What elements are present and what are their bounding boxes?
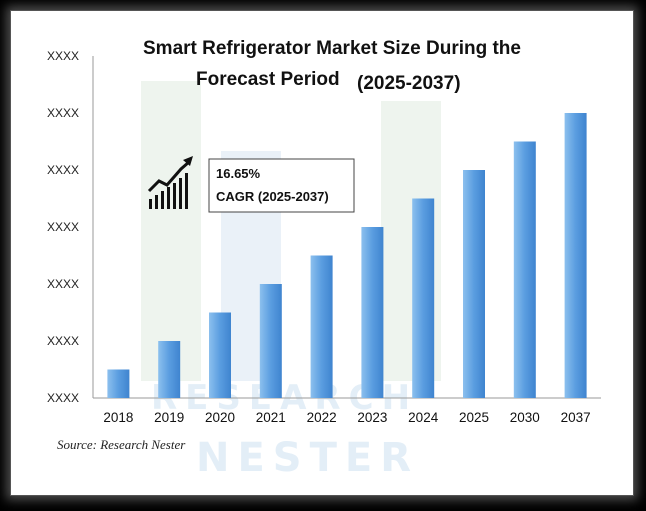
- x-tick-label: 2021: [256, 410, 286, 425]
- growth-chart-icon: [147, 156, 193, 209]
- watermark-shape: [141, 81, 201, 381]
- y-tick-label: XXXX: [47, 163, 79, 177]
- x-tick-label: 2020: [205, 410, 235, 425]
- chart-frame: RESEARCH NESTER Smart Refrigerator Marke…: [10, 10, 634, 496]
- y-tick-label: XXXX: [47, 49, 79, 63]
- x-tick-label: 2024: [408, 410, 439, 425]
- bar-2025: [463, 170, 485, 398]
- y-tick-labels: XXXX XXXX XXXX XXXX XXXX XXXX XXXX: [47, 49, 79, 405]
- bar-2023: [361, 227, 384, 398]
- bar-2019: [158, 341, 181, 398]
- bar-2022: [310, 255, 333, 398]
- x-tick-label: 2022: [307, 410, 337, 425]
- chart-title-period: (2025-2037): [357, 73, 461, 94]
- chart-title-line2: Forecast Period: [196, 69, 340, 90]
- x-tick-label: 2023: [357, 410, 387, 425]
- bar-2020: [209, 312, 231, 398]
- y-tick-label: XXXX: [47, 391, 79, 405]
- x-tick-label: 2018: [103, 410, 133, 425]
- chart-title-line1: Smart Refrigerator Market Size During th…: [143, 38, 521, 59]
- bar-chart: RESEARCH NESTER Smart Refrigerator Marke…: [47, 38, 601, 481]
- x-tick-labels: 2018 2019 2020 2021 2022 2023 2024 2025 2030 2037: [103, 410, 590, 425]
- cagr-label: CAGR (2025-2037): [216, 189, 329, 204]
- bars: [107, 113, 587, 398]
- bar-2030: [513, 141, 536, 398]
- y-tick-label: XXXX: [47, 220, 79, 234]
- bar-2024: [412, 198, 435, 398]
- bar-2018: [107, 369, 130, 398]
- watermark: RESEARCH NESTER: [141, 81, 441, 481]
- y-tick-label: XXXX: [47, 277, 79, 291]
- x-tick-label: 2019: [154, 410, 184, 425]
- cagr-box: [208, 158, 355, 213]
- cagr-value: 16.65%: [216, 166, 261, 181]
- x-tick-label: 2030: [510, 410, 540, 425]
- x-tick-label: 2037: [561, 410, 591, 425]
- x-tick-label: 2025: [459, 410, 489, 425]
- y-tick-label: XXXX: [47, 106, 79, 120]
- bar-2037: [564, 113, 587, 398]
- y-tick-label: XXXX: [47, 334, 79, 348]
- watermark-line2: NESTER: [196, 435, 419, 481]
- source-note: Source: Research Nester: [57, 437, 186, 452]
- bar-2021: [259, 284, 282, 398]
